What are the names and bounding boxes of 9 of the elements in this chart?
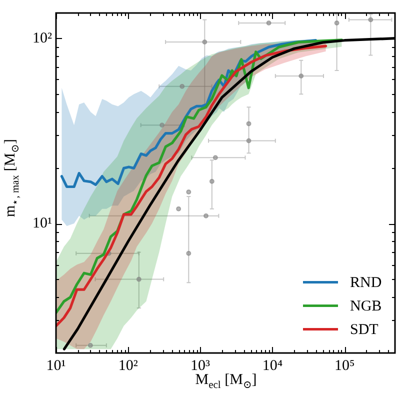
legend-label: RND bbox=[350, 275, 382, 292]
x-tick-label: 10⁵ bbox=[334, 358, 355, 374]
legend-label: NGB bbox=[350, 298, 382, 315]
legend-label: SDT bbox=[350, 322, 378, 338]
x-tick-label: 10¹ bbox=[46, 358, 66, 374]
x-axis-title: M$_{ecl}$ [M$_{⊙}$] bbox=[195, 372, 257, 391]
x-tick-label: 10⁴ bbox=[262, 358, 283, 374]
x-tick-label: 10³ bbox=[190, 358, 211, 374]
x-tick-label: 10² bbox=[118, 358, 138, 374]
